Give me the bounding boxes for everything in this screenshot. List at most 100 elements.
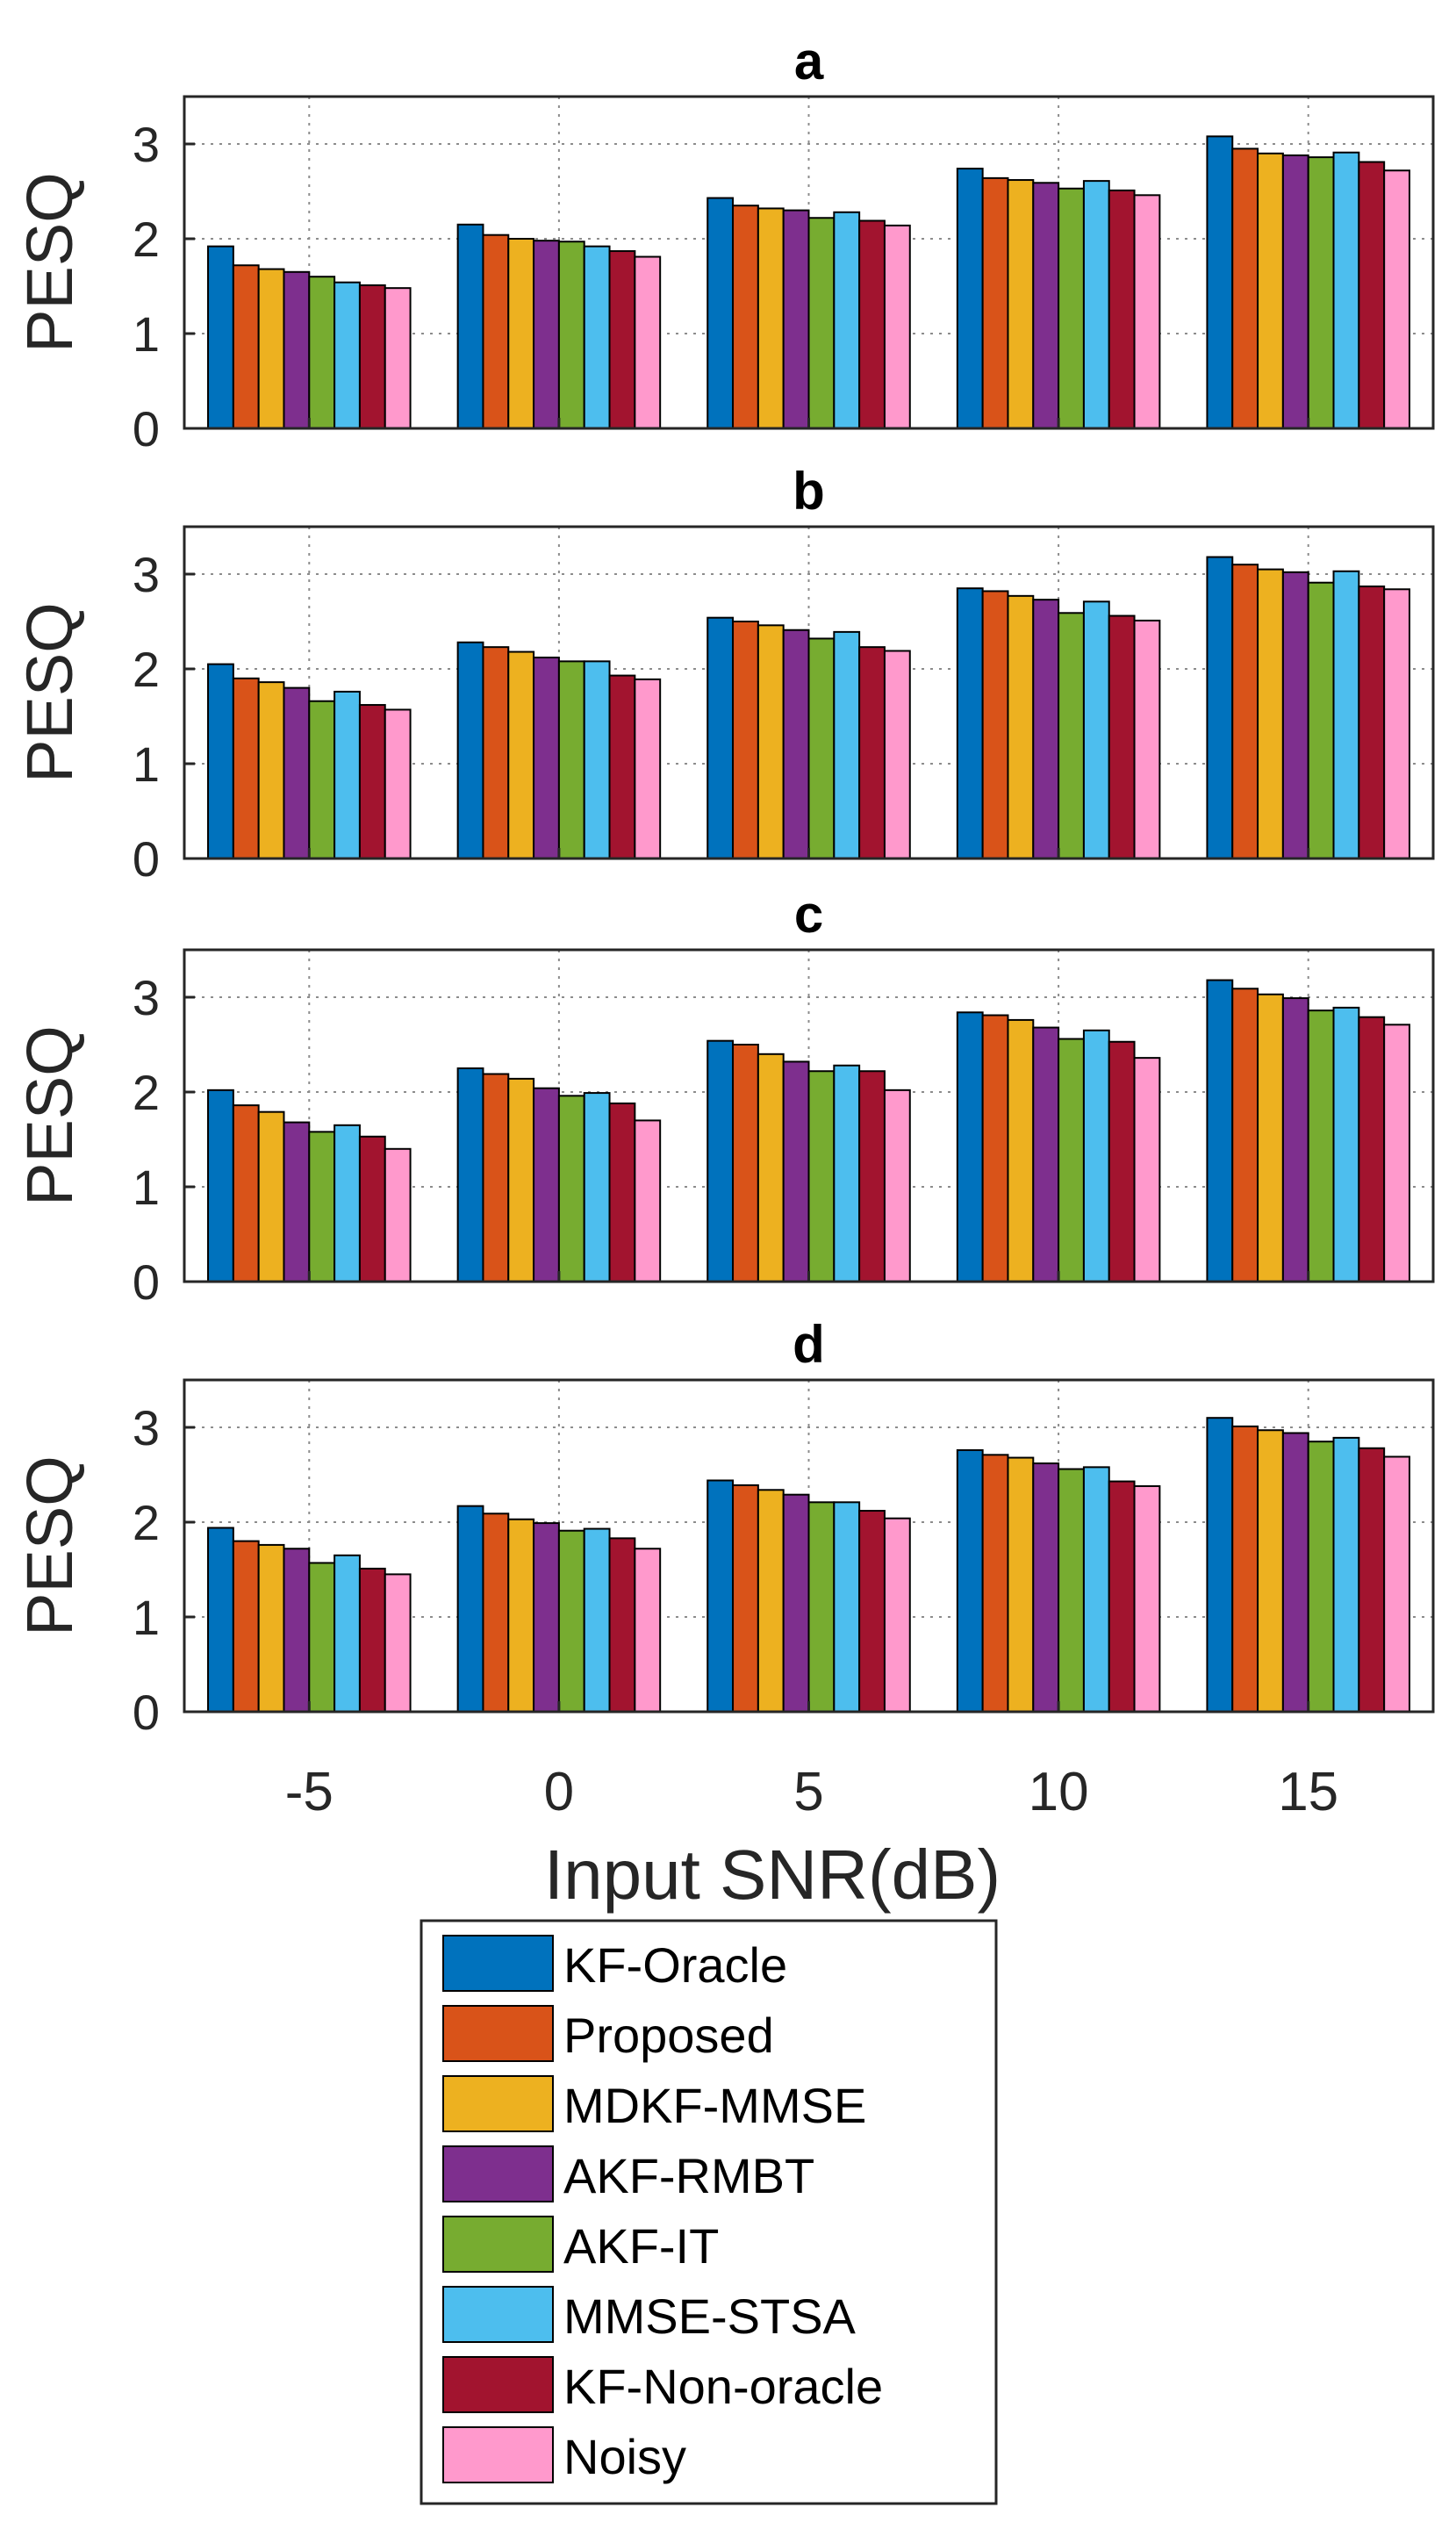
bar-c-MMSE-STSA-15 [1332, 1006, 1360, 1283]
bar-c-KF-Non-oracle-15 [1358, 1016, 1386, 1283]
bar-c-MDKF-MMSE-5 [757, 1053, 785, 1283]
bar-d-AKF-RMBT-10 [1032, 1462, 1060, 1714]
bar-c-AKF-IT-5 [807, 1070, 836, 1283]
y-tick-label: 2 [133, 642, 160, 697]
bar-a-AKF-RMBT-0 [533, 240, 560, 429]
bar-c-AKF-RMBT--5 [283, 1121, 311, 1283]
bar-a-MMSE-STSA--5 [334, 281, 361, 429]
bar-b-AKF-RMBT-5 [782, 629, 810, 859]
bar-c-MMSE-STSA-0 [583, 1092, 611, 1283]
bar-c-MMSE-STSA-5 [833, 1064, 861, 1283]
bar-c-Proposed--5 [232, 1104, 260, 1283]
y-tick-label: 0 [133, 401, 160, 456]
bar-c-KF-Non-oracle--5 [358, 1135, 386, 1283]
bar-b-MDKF-MMSE-5 [757, 624, 785, 859]
legend-label: Proposed [563, 2008, 774, 2063]
x-tick-label: 15 [1278, 1762, 1338, 1822]
bar-d-MDKF-MMSE--5 [257, 1543, 285, 1714]
bar-c-AKF-IT-15 [1307, 1010, 1335, 1283]
y-tick-label: 1 [133, 1590, 160, 1645]
bar-d-MMSE-STSA-5 [833, 1501, 861, 1713]
bar-a-KF-Non-oracle-10 [1108, 189, 1136, 429]
panel-b: 0 1 2 3 b PESQ [13, 462, 1435, 887]
panel-title: a [794, 32, 824, 90]
bar-b-AKF-IT-10 [1058, 612, 1085, 860]
panel-c: 0 1 2 3 c PESQ [13, 885, 1435, 1310]
bar-b-MMSE-STSA-10 [1082, 600, 1110, 859]
bar-d-AKF-IT-0 [557, 1529, 585, 1713]
bar-d-MMSE-STSA--5 [334, 1554, 361, 1714]
bar-c-MMSE-STSA--5 [334, 1124, 361, 1283]
bar-b-AKF-RMBT-0 [533, 657, 560, 859]
bar-d-Noisy-15 [1383, 1455, 1410, 1713]
bar-c-Noisy-0 [634, 1119, 662, 1283]
y-axis-label: PESQ [13, 1455, 86, 1636]
y-tick-label: 3 [133, 117, 160, 172]
bar-d-Noisy-0 [634, 1548, 662, 1713]
bar-b-KF-Oracle-5 [706, 616, 735, 859]
bar-b-Proposed--5 [232, 677, 260, 859]
legend-label: KF-Non-oracle [563, 2359, 883, 2414]
bar-d-AKF-RMBT-5 [782, 1493, 810, 1714]
bar-b-Noisy--5 [384, 708, 412, 859]
y-tick-label: 0 [133, 831, 160, 887]
bar-c-Noisy-10 [1133, 1057, 1161, 1283]
bar-c-AKF-IT-0 [557, 1095, 585, 1283]
legend-swatch [442, 2216, 554, 2273]
bar-d-MMSE-STSA-10 [1082, 1466, 1110, 1713]
bar-b-Noisy-10 [1133, 619, 1161, 859]
bar-a-KF-Oracle-15 [1206, 135, 1234, 430]
bar-b-Noisy-15 [1383, 588, 1410, 860]
bar-a-AKF-IT-15 [1307, 156, 1335, 429]
x-tick-label: 5 [793, 1762, 823, 1822]
bar-a-Noisy-15 [1383, 169, 1410, 430]
bar-a-KF-Oracle-5 [706, 197, 735, 429]
bar-d-AKF-IT--5 [308, 1562, 336, 1713]
bar-b-KF-Non-oracle-5 [858, 646, 886, 859]
bar-c-MMSE-STSA-10 [1082, 1029, 1110, 1283]
y-tick-label: 1 [133, 736, 160, 792]
bar-d-KF-Oracle-5 [706, 1479, 735, 1713]
bar-a-AKF-IT-0 [557, 241, 585, 429]
legend-label: MDKF-MMSE [563, 2078, 866, 2133]
bar-b-MMSE-STSA-0 [583, 660, 611, 859]
bar-b-Noisy-5 [883, 650, 911, 859]
bar-a-MMSE-STSA-10 [1082, 180, 1110, 429]
bar-c-AKF-RMBT-5 [782, 1060, 810, 1283]
panel-title: b [793, 462, 825, 521]
bar-a-Noisy-0 [634, 255, 662, 429]
bar-a-Proposed--5 [232, 264, 260, 429]
bar-a-KF-Oracle--5 [207, 245, 234, 430]
y-tick-label: 0 [133, 1685, 160, 1740]
bar-b-AKF-IT--5 [308, 700, 336, 859]
bar-a-MDKF-MMSE-5 [757, 207, 785, 429]
bar-b-KF-Oracle-0 [456, 641, 484, 860]
bar-b-AKF-IT-15 [1307, 581, 1335, 859]
bar-c-AKF-RMBT-10 [1032, 1026, 1060, 1283]
bar-b-KF-Non-oracle--5 [358, 704, 386, 859]
bar-b-KF-Non-oracle-10 [1108, 614, 1136, 860]
legend-label: Noisy [563, 2429, 686, 2484]
y-tick-label: 2 [133, 1495, 160, 1550]
legend-swatch [442, 2356, 554, 2413]
bar-b-MDKF-MMSE-10 [1007, 594, 1035, 860]
bar-b-KF-Oracle--5 [207, 663, 234, 859]
bar-c-MDKF-MMSE--5 [257, 1110, 285, 1283]
y-tick-label: 3 [133, 547, 160, 602]
bar-c-KF-Non-oracle-0 [608, 1102, 636, 1283]
bar-d-MDKF-MMSE-15 [1257, 1429, 1284, 1713]
bar-d-KF-Non-oracle-5 [858, 1510, 886, 1714]
bar-a-MMSE-STSA-15 [1332, 151, 1360, 429]
y-tick-label: 2 [133, 1065, 160, 1120]
bar-c-AKF-IT-10 [1058, 1038, 1085, 1283]
bar-a-KF-Non-oracle--5 [358, 284, 386, 430]
bar-a-Noisy-10 [1133, 194, 1161, 429]
bar-b-Proposed-10 [981, 590, 1009, 859]
bar-d-Noisy-10 [1133, 1484, 1161, 1713]
x-tick-label: -5 [285, 1762, 334, 1822]
bar-c-AKF-RMBT-15 [1281, 997, 1309, 1283]
bar-d-AKF-IT-15 [1307, 1441, 1335, 1713]
bar-a-AKF-IT--5 [308, 276, 336, 430]
x-tick-label: 0 [544, 1762, 574, 1822]
